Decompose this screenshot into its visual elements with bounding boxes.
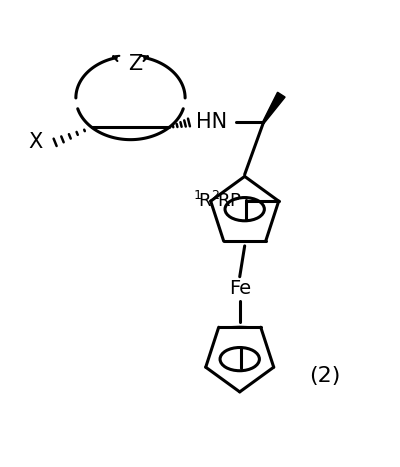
- Polygon shape: [224, 241, 266, 242]
- Polygon shape: [219, 326, 261, 327]
- Text: (2): (2): [309, 366, 341, 386]
- Polygon shape: [263, 92, 285, 123]
- Text: X: X: [28, 132, 42, 152]
- Text: $^1\!$R$^2\!$RP: $^1\!$R$^2\!$RP: [193, 191, 242, 211]
- Text: Fe: Fe: [229, 279, 251, 298]
- Text: HN: HN: [196, 113, 227, 133]
- Text: Z: Z: [128, 54, 142, 74]
